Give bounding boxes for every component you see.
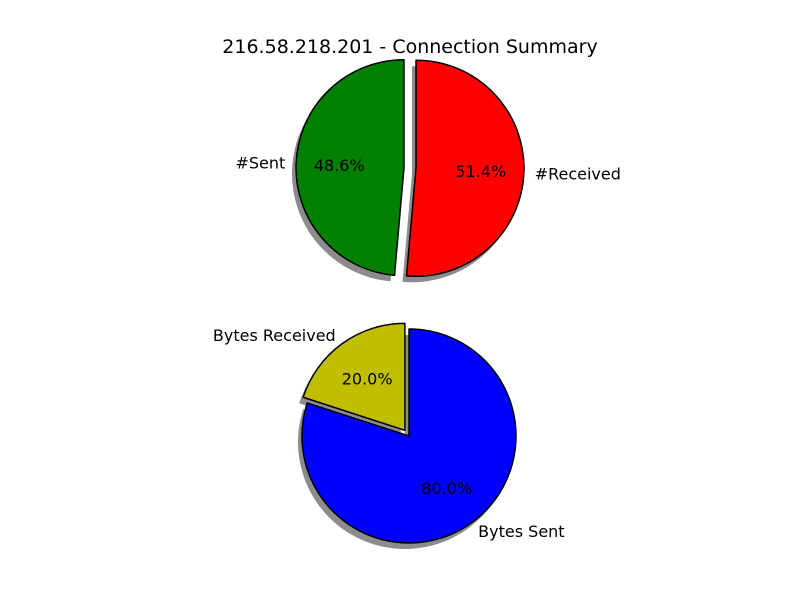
pie-pct-label-received: 51.4%: [455, 162, 506, 181]
pie-slice-received: [405, 59, 525, 278]
pie-pct-label-bytes-received: 20.0%: [342, 369, 393, 388]
pie-slice-bytes-received: [302, 322, 406, 432]
pie-pct-label-sent: 48.6%: [314, 156, 365, 175]
pie-slice-sent: [295, 58, 405, 277]
pie-chart-bytes: 20.0% Bytes Received 80.0% Bytes Sent: [213, 322, 565, 549]
pie-category-label-bytes-sent: Bytes Sent: [478, 522, 564, 541]
pie-category-label-received: #Received: [535, 164, 621, 183]
pie-category-label-sent: #Sent: [235, 154, 285, 173]
pie-slice-bytes-sent: [301, 328, 517, 544]
pie-chart-connections: 48.6% #Sent 51.4% #Received: [235, 58, 621, 283]
pie-category-label-bytes-received: Bytes Received: [213, 326, 336, 345]
chart-title: 216.58.218.201 - Connection Summary: [222, 36, 597, 58]
pie-pct-label-bytes-sent: 80.0%: [421, 479, 472, 498]
